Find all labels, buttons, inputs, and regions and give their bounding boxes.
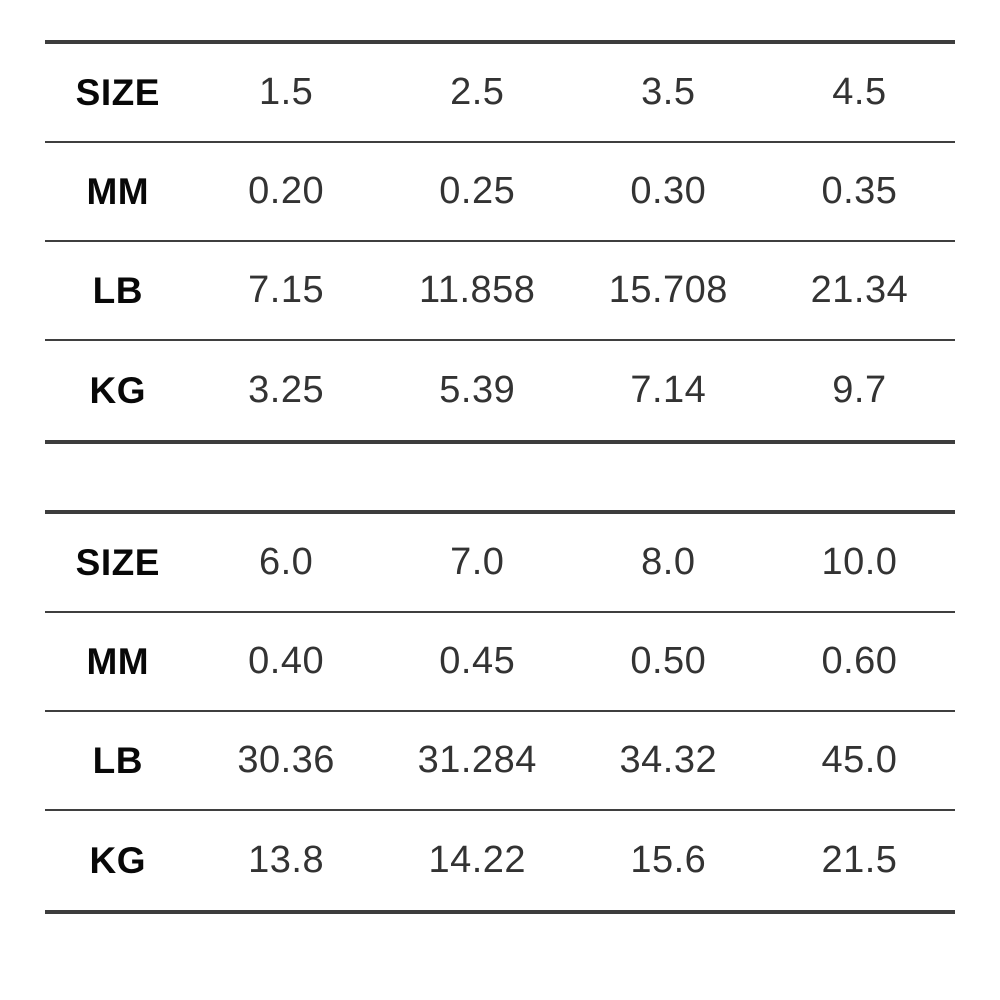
cell-value: 0.20 [248, 170, 325, 212]
row-label: MM [86, 640, 150, 682]
cell-value: 13.8 [248, 839, 325, 881]
row-label: SIZE [75, 71, 160, 113]
row-label: KG [89, 839, 147, 881]
cell-value: 9.7 [832, 369, 887, 411]
cell-value: 1.5 [258, 71, 314, 113]
cell-value: 7.0 [450, 541, 505, 583]
table-row-mm: MM 0.40 0.45 0.50 0.60 [45, 613, 955, 712]
cell-value: 34.32 [619, 739, 718, 781]
cell-value: 4.5 [832, 71, 887, 113]
table-row-size: SIZE 1.5 2.5 3.5 4.5 [45, 44, 955, 143]
cell-value: 3.25 [248, 369, 325, 411]
cell-value: 0.45 [439, 640, 516, 682]
row-label: KG [89, 369, 147, 411]
table-row-mm: MM 0.20 0.25 0.30 0.35 [45, 143, 955, 242]
spec-tables-page: SIZE 1.5 2.5 3.5 4.5 MM 0.20 0.25 0.30 0… [45, 40, 955, 914]
cell-value: 5.39 [439, 369, 516, 411]
cell-value: 6.0 [258, 541, 314, 583]
cell-value: 3.5 [641, 71, 696, 113]
row-label: LB [92, 739, 143, 781]
cell-value: 21.5 [821, 839, 898, 881]
cell-value: 15.708 [608, 269, 728, 311]
cell-value: 30.36 [237, 739, 335, 781]
cell-value: 10.0 [821, 541, 898, 583]
table-row-size: SIZE 6.0 7.0 8.0 10.0 [45, 514, 955, 613]
spec-table-1: SIZE 1.5 2.5 3.5 4.5 MM 0.20 0.25 0.30 0… [45, 40, 955, 444]
cell-value: 7.15 [248, 269, 325, 311]
cell-value: 21.34 [810, 269, 909, 311]
cell-value: 0.60 [821, 640, 898, 682]
cell-value: 31.284 [417, 739, 537, 781]
cell-value: 14.22 [428, 839, 527, 881]
row-label: LB [92, 269, 143, 311]
row-label: SIZE [75, 541, 160, 583]
cell-value: 8.0 [641, 541, 696, 583]
cell-value: 0.40 [248, 640, 325, 682]
table-row-kg: KG 3.25 5.39 7.14 9.7 [45, 341, 955, 440]
cell-value: 15.6 [630, 839, 707, 881]
table-row-lb: LB 30.36 31.284 34.32 45.0 [45, 712, 955, 811]
cell-value: 45.0 [821, 739, 898, 781]
table-row-kg: KG 13.8 14.22 15.6 21.5 [45, 811, 955, 910]
table-row-lb: LB 7.15 11.858 15.708 21.34 [45, 242, 955, 341]
cell-value: 7.14 [630, 369, 707, 411]
row-label: MM [86, 170, 150, 212]
spec-table-2: SIZE 6.0 7.0 8.0 10.0 MM 0.40 0.45 0.50 … [45, 510, 955, 914]
cell-value: 0.30 [630, 170, 707, 212]
cell-value: 0.35 [821, 170, 898, 212]
cell-value: 11.858 [419, 269, 536, 311]
cell-value: 0.50 [630, 640, 707, 682]
cell-value: 2.5 [450, 71, 505, 113]
cell-value: 0.25 [439, 170, 516, 212]
